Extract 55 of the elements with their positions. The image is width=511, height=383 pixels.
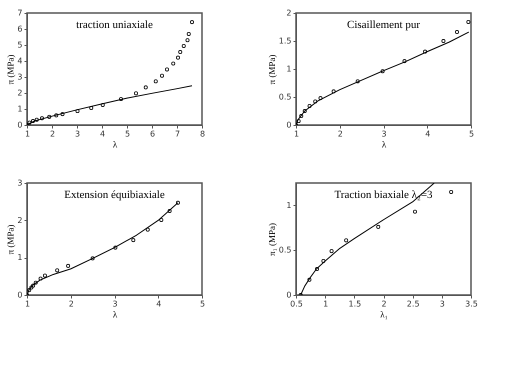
- x-tick-label: 1: [24, 300, 30, 308]
- y-axis-title: π₁ (MPa): [266, 223, 277, 256]
- y-tick-label: 1: [17, 253, 22, 262]
- x-tick-label: 8: [200, 130, 206, 138]
- y-tick-label: 2: [17, 88, 22, 98]
- y-axis-title: π (MPa): [266, 54, 277, 84]
- y-tick-label: 0: [286, 120, 292, 130]
- x-tick-label: 2: [381, 300, 387, 308]
- y-tick-label: 0: [286, 290, 292, 300]
- text: Cisaillement pur: [346, 19, 420, 31]
- x-axis-title: λ: [382, 140, 387, 150]
- x-axis-title: λ₁: [380, 310, 388, 320]
- x-tick-label: 1: [323, 300, 328, 308]
- y-tick-label: 1: [17, 104, 22, 114]
- y-tick-label: 2: [286, 8, 292, 18]
- y-tick-label: 3: [17, 72, 22, 82]
- x-tick-label: 4: [156, 300, 162, 308]
- x-tick-label: 5: [124, 130, 130, 138]
- y-tick-label: 5: [17, 40, 22, 50]
- x-tick-label: 2: [50, 130, 56, 138]
- x-tick-label: 1: [24, 130, 30, 138]
- x-tick-label: 4: [425, 130, 430, 138]
- x-axis-title: λ: [112, 310, 118, 320]
- text: traction uniaxiale: [76, 19, 153, 31]
- x-tick-label: 5: [468, 130, 474, 138]
- y-axis-title: π (MPa): [5, 54, 16, 84]
- y-tick-label: 0: [17, 290, 22, 300]
- x-tick-label: 1: [294, 130, 300, 138]
- y-tick-label: 1: [286, 64, 292, 74]
- y-axis-title: π (MPa): [5, 224, 16, 254]
- x-tick-label: 3.5: [465, 300, 478, 308]
- y-tick-label: 7: [17, 8, 22, 18]
- x-tick-label: 3: [440, 300, 445, 308]
- y-tick-label: 0.5: [278, 92, 292, 102]
- x-tick-label: 2: [338, 130, 343, 138]
- y-tick-label: 0.5: [278, 246, 292, 255]
- x-tick-label: 2.5: [406, 300, 420, 308]
- x-tick-label: 4: [100, 130, 106, 138]
- x-tick-label: 2: [68, 300, 74, 308]
- y-tick-label: 3: [17, 178, 22, 188]
- x-tick-label: 6: [150, 130, 156, 138]
- y-tick-label: 4: [17, 56, 22, 66]
- x-tick-label: 5: [200, 300, 206, 308]
- y-tick-label: 2: [17, 216, 22, 225]
- y-tick-label: 1: [286, 200, 292, 210]
- y-tick-label: 0: [17, 120, 22, 130]
- x-tick-label: 3: [381, 130, 387, 138]
- x-tick-label: 3: [74, 130, 80, 138]
- text: Extension équibiaxiale: [64, 189, 165, 201]
- y-tick-label: 1.5: [278, 36, 292, 46]
- x-tick-label: 1.5: [348, 300, 362, 308]
- x-tick-label: 7: [174, 130, 180, 138]
- x-tick-label: 3: [112, 300, 118, 308]
- x-axis-title: λ: [112, 140, 118, 150]
- y-tick-label: 6: [17, 24, 22, 34]
